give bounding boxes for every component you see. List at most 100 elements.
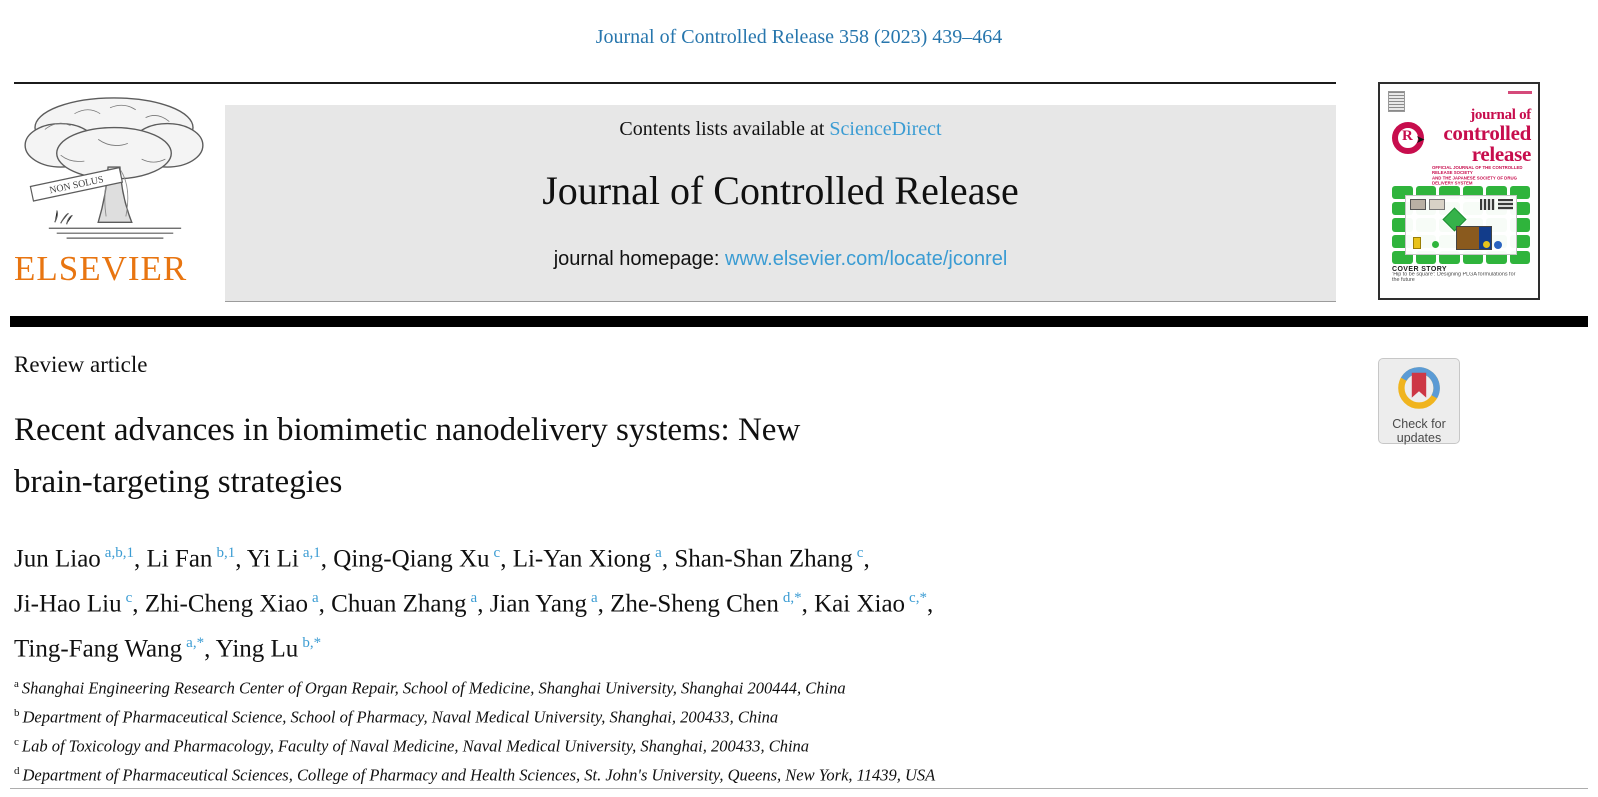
author-affiliation-link[interactable]: b,1 <box>216 545 236 561</box>
author-separator: , <box>318 590 332 618</box>
author-name: Shan-Shan Zhang <box>674 545 853 573</box>
article-title: Recent advances in biomimetic nanodelive… <box>14 404 800 508</box>
author-name: Ting-Fang Wang <box>14 634 183 662</box>
citation-link[interactable]: Journal of Controlled Release 358 (2023)… <box>595 26 1003 48</box>
author-affiliation-link[interactable]: a,b,1 <box>104 545 134 561</box>
author-name: Qing-Qiang Xu <box>333 545 490 573</box>
cover-issn-mark <box>1508 91 1532 94</box>
cover-pattern-thumb1 <box>1480 199 1495 210</box>
author-name: Chuan Zhang <box>331 590 467 618</box>
article-type-label: Review article <box>14 352 148 377</box>
elsevier-logo: NON SOLUS ELSEVIER <box>14 90 216 302</box>
author-separator: , <box>500 545 513 573</box>
section-divider-bar <box>10 316 1588 327</box>
author-affiliation-link[interactable]: a <box>311 589 319 606</box>
contents-line: Contents lists available at ScienceDirec… <box>225 105 1336 141</box>
author-separator: , <box>597 590 611 618</box>
author-name: Ji-Hao Liu <box>14 590 122 618</box>
affiliation-list: a Shanghai Engineering Research Center of… <box>14 672 935 788</box>
author-affiliation-link[interactable]: a <box>655 545 662 561</box>
author-affiliation-link[interactable]: c <box>125 589 133 606</box>
cover-story-text: ‘Hip to be square’: Designing PLGA formu… <box>1392 272 1516 283</box>
cover-story-label: COVER STORY <box>1392 266 1447 273</box>
cover-title-line1: journal of <box>1470 107 1531 123</box>
page-bottom-rule <box>10 788 1588 789</box>
homepage-line: journal homepage: www.elsevier.com/locat… <box>225 248 1336 271</box>
cover-graphic-panel <box>1405 195 1517 255</box>
author-affiliation-link[interactable]: d,* <box>782 589 802 606</box>
author-separator: , <box>133 545 147 573</box>
author-separator: , <box>204 634 216 662</box>
cover-title-line3: release <box>1471 142 1532 166</box>
check-for-updates-badge[interactable]: Check for updates <box>1378 358 1460 445</box>
header-top-rule <box>14 82 1336 84</box>
author-affiliation-link[interactable]: a <box>470 589 478 606</box>
cover-micrograph-thumb2 <box>1429 199 1445 210</box>
author-separator: , <box>926 590 934 618</box>
cover-title-line2: controlled <box>1443 121 1531 145</box>
cover-title: journal of controlled release <box>1443 108 1531 165</box>
author-separator: , <box>477 590 490 618</box>
cover-official-text: OFFICIAL JOURNAL OF THE CONTROLLED RELEA… <box>1432 166 1525 187</box>
cover-logo-arrow-icon: ➤ <box>1415 134 1425 146</box>
cover-blue-dot <box>1494 241 1502 249</box>
author-separator: , <box>661 545 675 573</box>
badge-text-line2: updates <box>1396 431 1442 445</box>
author-affiliation-link[interactable]: b,* <box>302 634 322 651</box>
homepage-prefix: journal homepage: <box>553 248 720 270</box>
badge-text-line1: Check for <box>1392 417 1446 431</box>
affiliation-line: c Lab of Toxicology and Pharmacology, Fac… <box>14 730 935 759</box>
affiliation-text: Lab of Toxicology and Pharmacology, Facu… <box>21 736 810 756</box>
author-separator: , <box>801 590 815 618</box>
author-name: Yi Li <box>246 545 299 573</box>
cover-crs-logo: R ➤ <box>1392 122 1425 154</box>
homepage-link[interactable]: www.elsevier.com/locate/jconrel <box>724 248 1008 270</box>
author-affiliation-link[interactable]: a <box>590 589 598 606</box>
cover-elsevier-mark <box>1388 91 1405 112</box>
author-separator: , <box>863 545 870 573</box>
cover-yellow-icon <box>1413 237 1421 249</box>
journal-header-box: Contents lists available at ScienceDirec… <box>225 105 1336 302</box>
author-affiliation-link[interactable]: c,* <box>909 589 927 606</box>
cover-official-line2: AND THE JAPANESE SOCIETY OF DRUG DELIVER… <box>1432 176 1517 186</box>
author-affiliation-link[interactable]: a,1 <box>302 545 321 561</box>
article-title-line1: Recent advances in biomimetic nanodelive… <box>14 412 801 448</box>
affiliation-line: d Department of Pharmaceutical Sciences, … <box>14 759 935 788</box>
author-name: Li Fan <box>146 545 213 573</box>
affiliation-line: b Department of Pharmaceutical Science, S… <box>14 701 935 730</box>
cover-yellow-dot <box>1483 241 1490 248</box>
affiliation-letter: c <box>14 735 19 748</box>
affiliation-letter: a <box>14 678 19 690</box>
journal-cover-thumbnail[interactable]: journal of controlled release R ➤ OFFICI… <box>1378 82 1540 300</box>
cover-pattern-thumb2 <box>1498 199 1513 210</box>
author-separator: , <box>320 545 334 573</box>
cover-logo-letter: R <box>1402 128 1413 144</box>
author-separator: , <box>235 545 247 573</box>
affiliation-letter: d <box>14 764 20 777</box>
author-affiliation-link[interactable]: a,* <box>186 634 205 651</box>
cover-micrograph-thumb1 <box>1410 199 1426 210</box>
author-affiliation-link[interactable]: c <box>856 545 864 561</box>
cover-green-dot <box>1432 241 1439 248</box>
elsevier-wordmark: ELSEVIER <box>14 249 188 288</box>
elsevier-tree-logo: NON SOLUS <box>24 97 204 239</box>
affiliation-text: Shanghai Engineering Research Center of … <box>21 678 846 698</box>
author-affiliation-link[interactable]: c <box>493 545 501 561</box>
author-name: Jian Yang <box>489 590 587 618</box>
cover-artwork <box>1392 186 1530 264</box>
affiliation-letter: b <box>14 706 20 719</box>
contents-prefix: Contents lists available at <box>619 118 825 140</box>
author-name: Jun Liao <box>14 545 101 573</box>
author-name: Li-Yan Xiong <box>512 545 652 573</box>
crossmark-icon <box>1398 367 1440 409</box>
author-name: Zhi-Cheng Xiao <box>144 590 308 618</box>
author-list: Jun Liao a,b,1, Li Fan b,1, Yi Li a,1, Qing… <box>14 534 1344 668</box>
author-separator: , <box>132 590 145 618</box>
journal-title: Journal of Controlled Release <box>542 168 1019 213</box>
sciencedirect-link[interactable]: ScienceDirect <box>829 118 942 140</box>
affiliation-line: a Shanghai Engineering Research Center of… <box>14 672 935 701</box>
affiliation-text: Department of Pharmaceutical Science, Sc… <box>22 707 779 727</box>
cover-official-line1: OFFICIAL JOURNAL OF THE CONTROLLED RELEA… <box>1432 166 1523 176</box>
author-name: Zhe-Sheng Chen <box>610 590 779 618</box>
affiliation-text: Department of Pharmaceutical Sciences, C… <box>22 765 936 785</box>
